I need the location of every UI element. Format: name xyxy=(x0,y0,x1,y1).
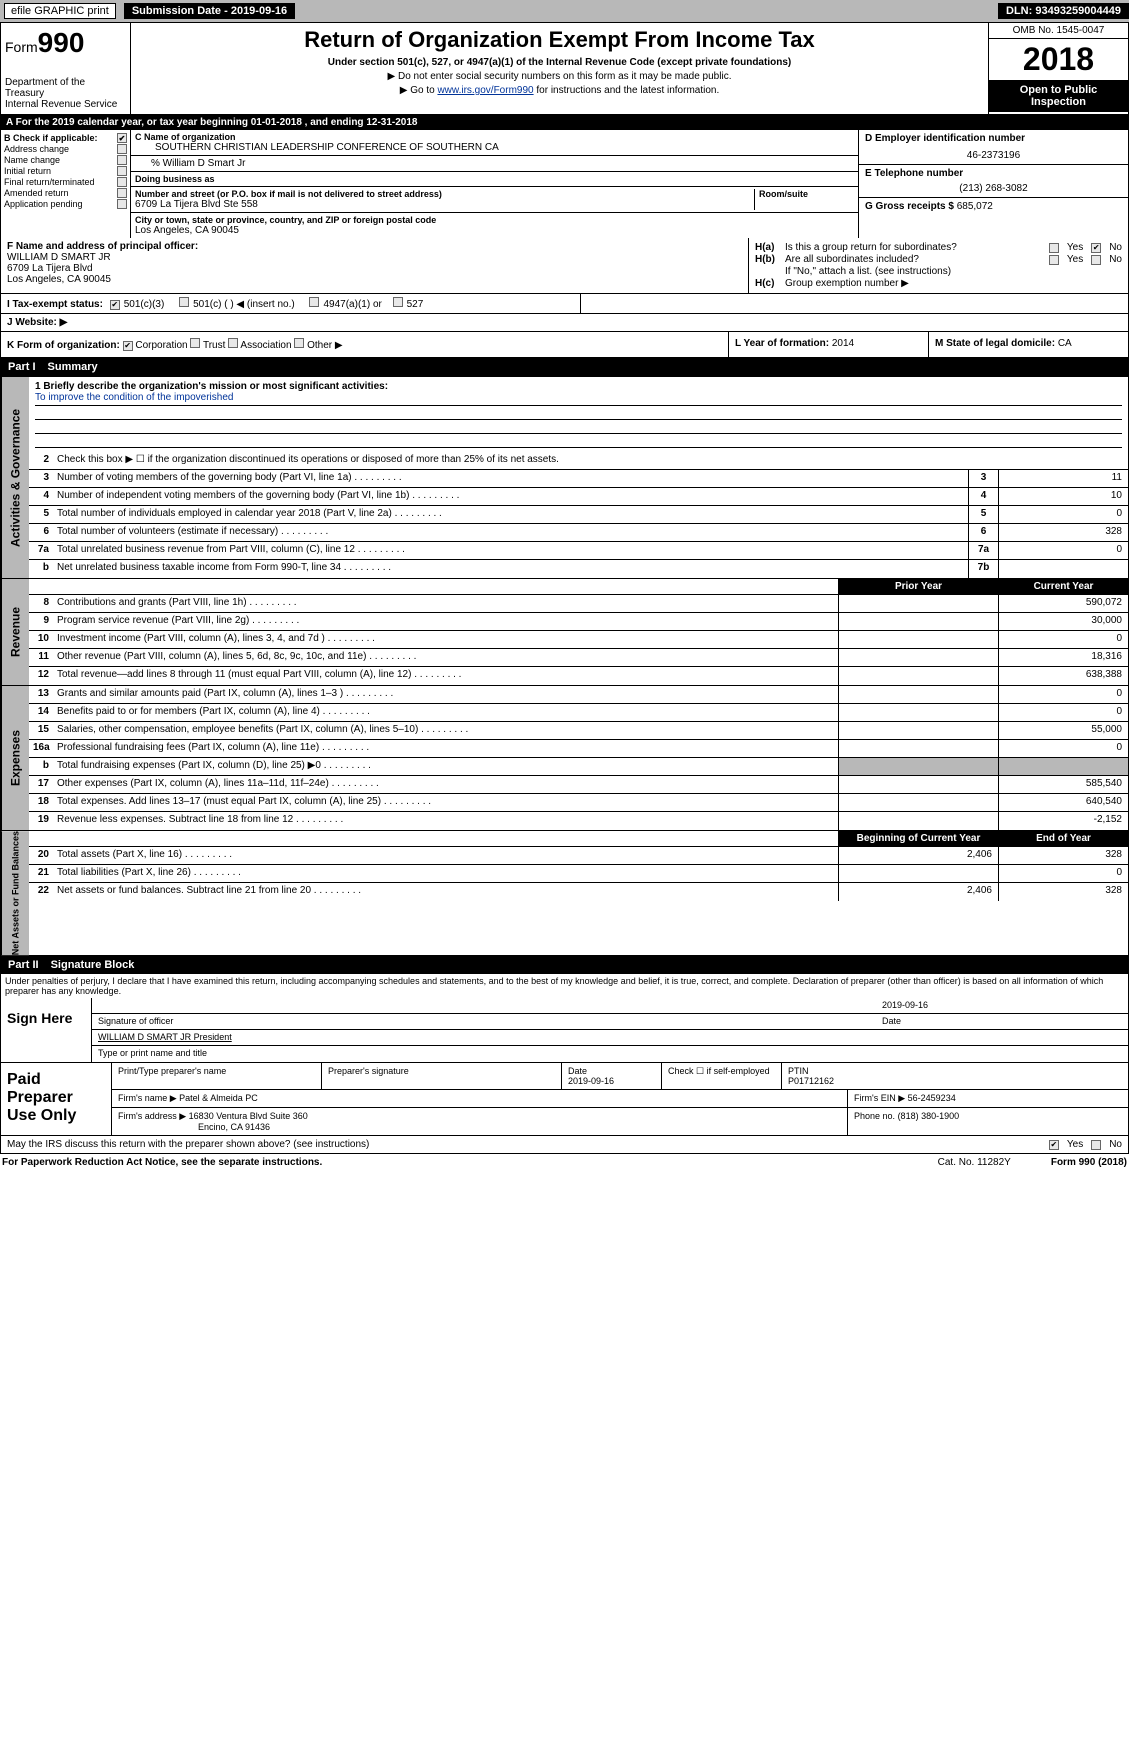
perjury-statement: Under penalties of perjury, I declare th… xyxy=(1,974,1128,998)
checkbox-icon[interactable] xyxy=(1091,243,1101,253)
checkbox-icon[interactable] xyxy=(1049,255,1059,265)
state-domicile: CA xyxy=(1058,338,1072,349)
form-footer: Form 990 (2018) xyxy=(1051,1157,1127,1168)
form-number: 990 xyxy=(38,27,85,58)
phone: (213) 268-3082 xyxy=(865,183,1122,194)
checkbox-icon[interactable] xyxy=(1049,1140,1059,1150)
checkbox-icon xyxy=(294,338,304,348)
checkbox-icon xyxy=(228,338,238,348)
row-k-form-org: K Form of organization: Corporation Trus… xyxy=(1,332,728,357)
row-a-tax-year: A For the 2019 calendar year, or tax yea… xyxy=(0,115,1129,130)
vtab-expenses: Expenses xyxy=(1,686,29,830)
street: 6709 La Tijera Blvd Ste 558 xyxy=(135,199,754,210)
col-c-org-info: C Name of organizationSOUTHERN CHRISTIAN… xyxy=(131,130,858,238)
part1-header: Part ISummary xyxy=(0,358,1129,376)
row-fh: F Name and address of principal officer:… xyxy=(0,238,1129,294)
checkbox-icon[interactable] xyxy=(179,297,189,307)
col-d-ein: D Employer identification number46-23731… xyxy=(858,130,1128,238)
note-ssn: ▶ Do not enter social security numbers o… xyxy=(135,71,984,82)
checkbox-icon[interactable] xyxy=(309,297,319,307)
dln: DLN: 93493259004449 xyxy=(998,3,1129,19)
row-j-website: J Website: ▶ xyxy=(0,314,1129,332)
vtab-netassets: Net Assets or Fund Balances xyxy=(1,831,29,955)
ein: 46-2373196 xyxy=(865,150,1122,161)
irs-link[interactable]: www.irs.gov/Form990 xyxy=(437,85,533,96)
officer-name: WILLIAM D SMART JR xyxy=(7,252,742,263)
mission-text: To improve the condition of the impoveri… xyxy=(35,392,1122,406)
vtab-revenue: Revenue xyxy=(1,579,29,685)
form-header: Form990 Department of the Treasury Inter… xyxy=(0,22,1129,115)
firm-ein: 56-2459234 xyxy=(908,1093,956,1103)
checkbox-icon xyxy=(123,341,133,351)
checkbox-icon xyxy=(190,338,200,348)
firm-name: Patel & Almeida PC xyxy=(179,1093,258,1103)
row-i-tax-status: I Tax-exempt status: 501(c)(3) 501(c) ( … xyxy=(1,294,581,313)
paid-preparer-label: Paid Preparer Use Only xyxy=(1,1063,111,1135)
vtab-governance: Activities & Governance xyxy=(1,377,29,578)
top-bar: efile GRAPHIC print Submission Date - 20… xyxy=(0,0,1129,22)
org-name: SOUTHERN CHRISTIAN LEADERSHIP CONFERENCE… xyxy=(135,142,854,153)
checkbox-icon[interactable] xyxy=(1091,1140,1101,1150)
note-link: ▶ Go to www.irs.gov/Form990 for instruct… xyxy=(135,85,984,96)
cat-no: Cat. No. 11282Y xyxy=(938,1157,1011,1168)
gross-receipts: 685,072 xyxy=(957,201,993,212)
form-title: Return of Organization Exempt From Incom… xyxy=(135,27,984,53)
efile-badge: efile GRAPHIC print xyxy=(4,3,116,19)
care-of: % William D Smart Jr xyxy=(131,156,858,172)
sign-here-label: Sign Here xyxy=(1,998,91,1062)
tax-year: 2018 xyxy=(989,39,1128,80)
submission-date: Submission Date - 2019-09-16 xyxy=(124,3,295,19)
city: Los Angeles, CA 90045 xyxy=(135,225,854,236)
checkbox-icon[interactable] xyxy=(1091,255,1101,265)
discuss-row: May the IRS discuss this return with the… xyxy=(0,1136,1129,1154)
checkbox-icon[interactable] xyxy=(110,300,120,310)
paperwork-notice: For Paperwork Reduction Act Notice, see … xyxy=(2,1157,322,1168)
form-subtitle: Under section 501(c), 527, or 4947(a)(1)… xyxy=(135,57,984,68)
checkbox-icon[interactable] xyxy=(1049,243,1059,253)
open-inspection: Open to Public Inspection xyxy=(989,80,1128,112)
year-formation: 2014 xyxy=(832,338,854,349)
ptin: P01712162 xyxy=(788,1076,1122,1086)
dept: Department of the Treasury Internal Reve… xyxy=(5,77,126,110)
check-icon xyxy=(117,133,127,143)
omb-number: OMB No. 1545-0047 xyxy=(989,23,1128,39)
preparer-phone: (818) 380-1900 xyxy=(898,1111,960,1121)
col-b-checkboxes: B Check if applicable: Address changeNam… xyxy=(1,130,131,238)
section-bcd: B Check if applicable: Address changeNam… xyxy=(0,130,1129,238)
part2-header: Part IISignature Block xyxy=(0,956,1129,974)
form-label: Form xyxy=(5,39,38,55)
officer-sig-name: WILLIAM D SMART JR President xyxy=(92,1030,1128,1046)
checkbox-icon[interactable] xyxy=(393,297,403,307)
